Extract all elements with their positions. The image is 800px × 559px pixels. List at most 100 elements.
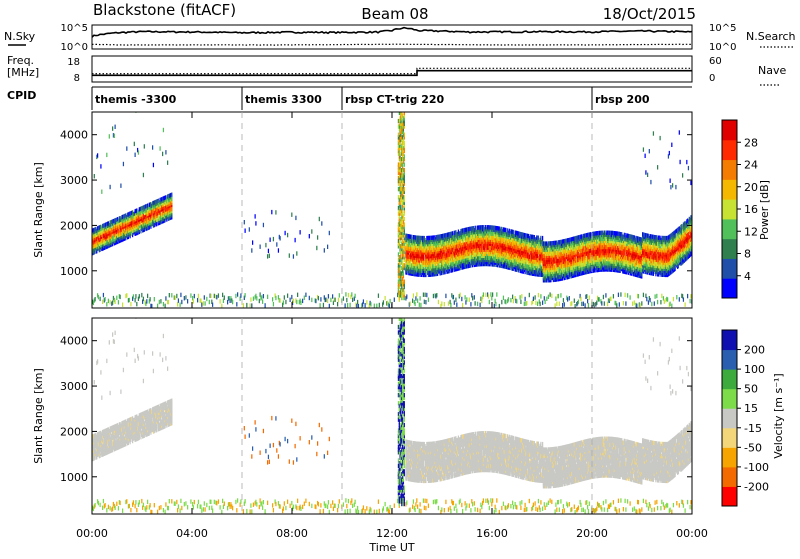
range-cell [235,294,236,298]
range-cell [537,302,538,306]
range-cell [106,153,107,157]
range-cell [335,298,336,302]
range-cell [404,290,405,294]
range-cell [352,298,353,302]
range-cell [165,296,166,300]
range-cell [365,303,366,307]
range-cell [481,244,482,248]
range-cell [115,125,116,129]
range-cell [428,298,429,302]
range-cell [159,300,160,304]
range-cell [273,237,274,241]
range-cell [300,301,301,305]
range-cell [296,251,297,255]
range-cell [525,297,526,301]
range-cell [488,294,489,298]
cpid-segment-label: rbsp 200 [595,93,650,106]
radar-title: Blackstone (fitACF) [93,1,236,19]
range-cell [165,150,166,154]
range-cell [168,300,169,304]
range-cell [404,280,405,284]
range-cell [424,300,425,304]
freq-left-tick-top: 18 [67,57,80,68]
range-cell [328,294,329,298]
range-cell [201,303,202,307]
range-cell [520,295,521,299]
range-cell [167,161,168,165]
range-cell [244,220,245,224]
noise-search-series [92,44,692,45]
range-cell [203,301,204,305]
range-cell [319,217,320,221]
range-cell [153,163,154,167]
range-cell [404,141,405,145]
range-cell [139,294,140,298]
range-cell [289,253,290,257]
range-cell [304,296,305,300]
range-cell [156,222,157,226]
range-cell [293,254,294,258]
nave-label: Nave [758,64,786,77]
range-cell [267,254,268,258]
range-cell [460,293,461,297]
range-cell [520,300,521,304]
range-cell [101,190,102,194]
range-cell [141,293,142,297]
range-cell [287,294,288,298]
range-cell [260,245,261,249]
range-cell [461,297,462,301]
range-cell [256,296,257,300]
range-cell [109,134,110,138]
range-cell [327,245,328,249]
range-cell [351,292,352,296]
range-cell [295,216,296,220]
range-cell [246,303,247,307]
range-cell [253,297,254,301]
range-cell [565,253,566,257]
range-cell [130,302,131,306]
range-cell [171,193,172,197]
range-cell [423,293,424,297]
range-cell [516,299,517,303]
range-cell [221,304,222,308]
range-cell [508,297,509,301]
range-cell [537,254,538,258]
range-cell [345,303,346,307]
range-cell [260,292,261,296]
range-cell [505,300,506,304]
range-cell [462,303,463,307]
frequency-series [92,71,692,76]
range-cell [276,242,277,246]
range-cell [346,298,347,302]
range-cell [216,295,217,299]
range-cell [193,299,194,303]
range-cell [370,302,371,306]
range-cell [320,297,321,301]
range-cell [496,292,497,296]
range-cell [415,296,416,300]
range-cell [214,294,215,298]
range-cell [197,298,198,302]
range-cell [138,150,139,154]
range-cell [154,297,155,301]
range-cell [152,145,153,149]
range-cell [136,302,137,306]
range-cell [112,301,113,305]
range-cell [425,300,426,304]
range-cell [135,294,136,298]
range-cell [251,303,252,307]
range-cell [297,293,298,297]
range-cell [453,295,454,299]
noise-left-tick-top: 10^5 [61,23,88,34]
range-cell [470,302,471,306]
range-cell [535,295,536,299]
range-cell [411,235,412,239]
range-cell [187,299,188,303]
range-cell [265,303,266,307]
range-cell [420,303,421,307]
range-cell [513,299,514,303]
range-cell [273,302,274,306]
range-cell [403,271,404,275]
